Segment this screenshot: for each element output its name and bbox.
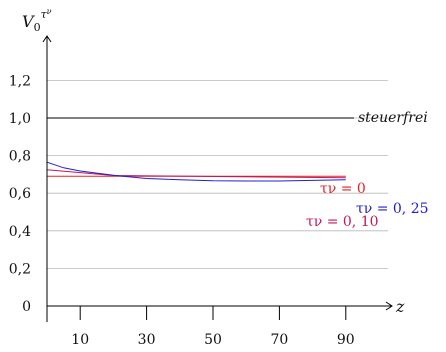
y-axis-label-base: V: [22, 12, 35, 31]
series-lines: [46, 117, 354, 182]
y-tick-label: 1,0: [9, 111, 31, 127]
y-axis-label-sup: τ: [41, 8, 48, 21]
y-axis-label-supsup: ν: [47, 7, 52, 16]
y-tick-label: 0,4: [9, 224, 31, 240]
y-tick-label: 0: [22, 299, 31, 315]
x-tick-label: 30: [138, 332, 156, 348]
x-tick-label: 70: [270, 332, 288, 348]
x-axis-arrow: [385, 301, 393, 311]
y-axis-label: V0τν: [22, 7, 52, 34]
label-tau-0-10: τν = 0, 10: [306, 214, 379, 230]
label-steuerfrei: steuerfrei: [358, 110, 428, 126]
axes: [42, 35, 393, 322]
y-tick-label: 0,8: [9, 149, 31, 165]
axis-ticks: 10 30 50 70 90 0 0,2 0,4 0,6 0,8 1,0 1,2: [9, 73, 355, 348]
y-tick-label: 1,2: [9, 73, 31, 89]
label-tau-0: τν = 0: [320, 181, 366, 197]
x-tick-label: 50: [204, 332, 222, 348]
y-tick-label: 0,2: [9, 261, 31, 277]
y-tick-label: 0,6: [9, 186, 31, 202]
y-axis-label-sub: 0: [34, 21, 41, 34]
x-tick-label: 90: [337, 332, 355, 348]
y-axis-arrow: [42, 35, 52, 43]
x-tick-label: 10: [71, 332, 89, 348]
label-tau-0-25: τν = 0, 25: [356, 201, 429, 217]
series-line-4: [46, 161, 346, 182]
x-axis-label: z: [395, 297, 405, 316]
